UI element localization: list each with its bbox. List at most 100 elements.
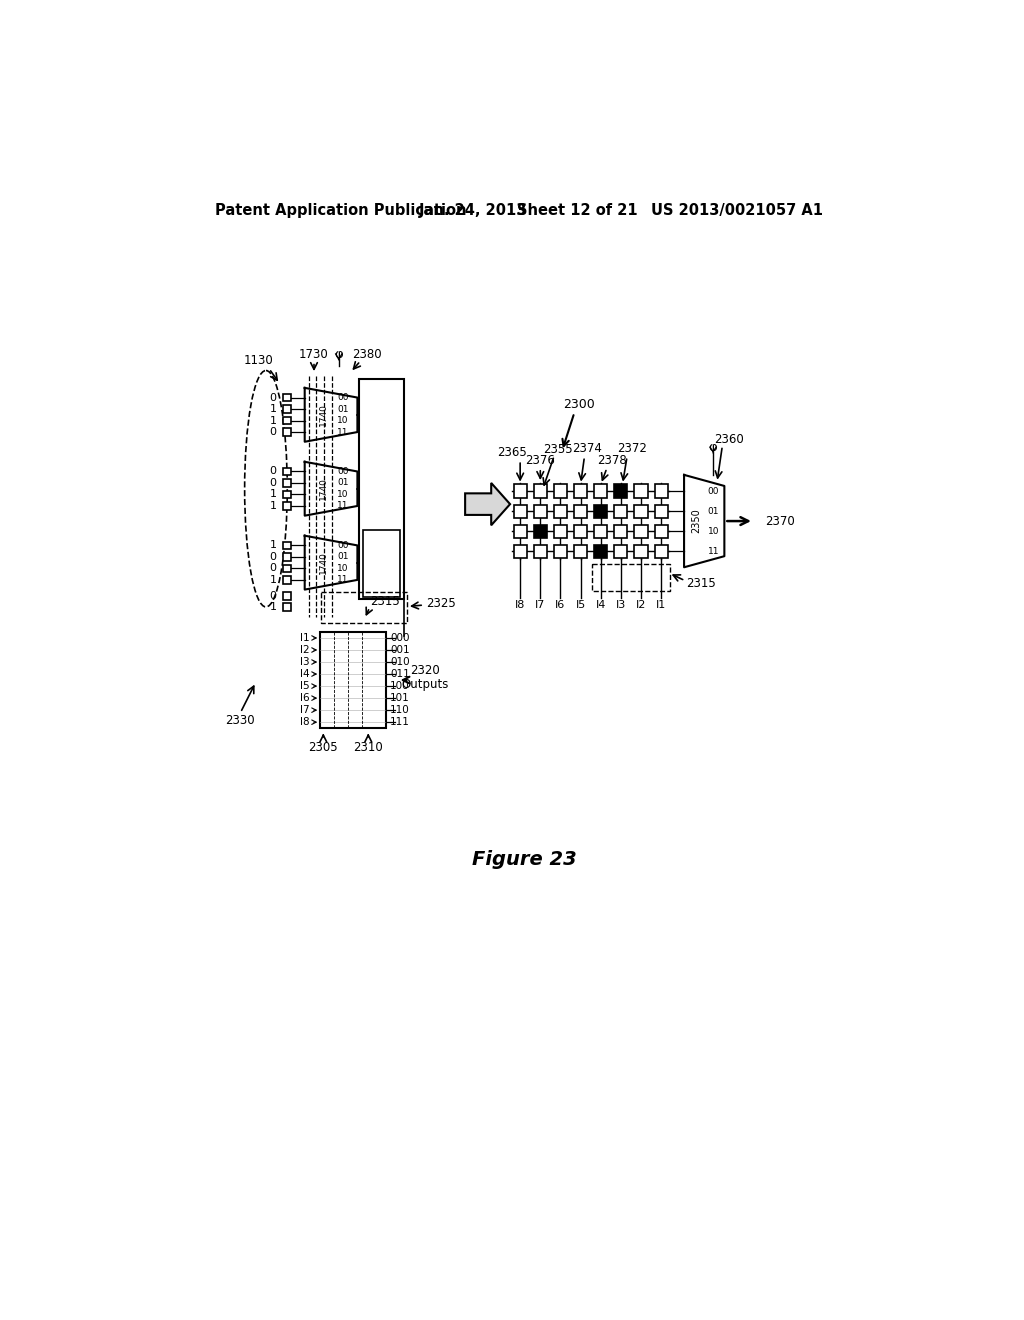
Bar [592, 564, 670, 591]
Text: 010: 010 [390, 657, 410, 667]
Text: 1: 1 [269, 602, 276, 612]
Text: 2380: 2380 [352, 348, 382, 362]
Text: 0: 0 [269, 478, 276, 488]
Text: 1: 1 [269, 502, 276, 511]
Polygon shape [465, 483, 510, 525]
Text: 1740: 1740 [318, 404, 328, 426]
Bar [574, 504, 587, 517]
Text: Sheet 12 of 21: Sheet 12 of 21 [517, 203, 638, 218]
Text: 2315: 2315 [371, 594, 400, 607]
Text: φ: φ [335, 348, 343, 362]
Text: I6: I6 [300, 693, 309, 704]
Text: 110: 110 [390, 705, 410, 715]
Text: I6: I6 [555, 601, 565, 610]
Bar [283, 603, 291, 611]
Bar [654, 545, 668, 557]
Text: 10: 10 [337, 490, 348, 499]
Text: Patent Application Publication: Patent Application Publication [215, 203, 466, 218]
Text: 01: 01 [337, 478, 348, 487]
Text: 01: 01 [337, 552, 348, 561]
Text: 1730: 1730 [299, 348, 329, 362]
Bar [635, 484, 647, 498]
Text: 11: 11 [337, 428, 348, 437]
Bar [283, 405, 291, 413]
Text: 001: 001 [390, 645, 410, 655]
Bar [283, 428, 291, 436]
Text: 000: 000 [390, 634, 410, 643]
Text: I7: I7 [300, 705, 309, 715]
Bar [614, 484, 628, 498]
Text: 00: 00 [337, 393, 348, 403]
Bar [594, 545, 607, 557]
Bar [534, 545, 547, 557]
Text: 2372: 2372 [616, 442, 647, 455]
Text: 1740: 1740 [318, 478, 328, 500]
Text: 0: 0 [269, 591, 276, 601]
Bar [283, 541, 291, 549]
Bar [594, 504, 607, 517]
Bar [554, 524, 567, 537]
Text: 101: 101 [390, 693, 410, 704]
Bar [514, 484, 526, 498]
Text: 11: 11 [337, 502, 348, 511]
Bar [362, 531, 400, 597]
Bar [594, 484, 607, 498]
Text: 2320: 2320 [410, 664, 439, 677]
Text: 0: 0 [269, 392, 276, 403]
Text: 2378: 2378 [597, 454, 627, 467]
Text: US 2013/0021057 A1: US 2013/0021057 A1 [651, 203, 823, 218]
Text: 10: 10 [337, 564, 348, 573]
Text: 00: 00 [337, 541, 348, 550]
Text: 111: 111 [390, 717, 410, 727]
Text: 2325: 2325 [426, 597, 456, 610]
Text: I2: I2 [636, 601, 646, 610]
Bar [614, 545, 628, 557]
Bar [534, 484, 547, 498]
Bar [635, 524, 647, 537]
Bar [654, 484, 668, 498]
Text: 1130: 1130 [244, 354, 273, 367]
Bar [654, 524, 668, 537]
Bar [614, 524, 628, 537]
Text: 2315: 2315 [686, 577, 716, 590]
Text: 11: 11 [337, 576, 348, 585]
Bar [283, 479, 291, 487]
Text: φ: φ [709, 441, 718, 454]
Bar [283, 491, 291, 499]
Bar [283, 591, 291, 599]
Bar [283, 576, 291, 583]
Text: 1: 1 [269, 404, 276, 414]
Text: 0: 0 [269, 564, 276, 573]
Text: I4: I4 [300, 669, 309, 678]
Bar [574, 484, 587, 498]
Text: I3: I3 [300, 657, 309, 667]
Text: Outputs: Outputs [401, 678, 449, 692]
Text: 0: 0 [269, 552, 276, 562]
Text: 2350: 2350 [691, 508, 701, 533]
Bar [283, 417, 291, 425]
Text: 100: 100 [390, 681, 410, 692]
Text: 2365: 2365 [498, 446, 527, 459]
Text: I8: I8 [300, 717, 309, 727]
Text: I5: I5 [575, 601, 586, 610]
Bar [554, 484, 567, 498]
Bar [554, 545, 567, 557]
Text: 10: 10 [708, 527, 719, 536]
Text: 2300: 2300 [563, 399, 595, 412]
Text: 2360: 2360 [714, 433, 743, 446]
Bar [654, 504, 668, 517]
Text: 1: 1 [269, 416, 276, 425]
Text: 10: 10 [337, 416, 348, 425]
Bar [283, 553, 291, 561]
Text: I3: I3 [615, 601, 626, 610]
Text: I8: I8 [515, 601, 525, 610]
Text: 2355: 2355 [544, 444, 573, 455]
Bar [574, 524, 587, 537]
Text: 1740: 1740 [318, 552, 328, 574]
Bar [283, 565, 291, 573]
Text: 00: 00 [337, 467, 348, 477]
Bar [574, 545, 587, 557]
Text: 2310: 2310 [353, 741, 383, 754]
Text: I1: I1 [656, 601, 667, 610]
Text: 011: 011 [390, 669, 410, 678]
